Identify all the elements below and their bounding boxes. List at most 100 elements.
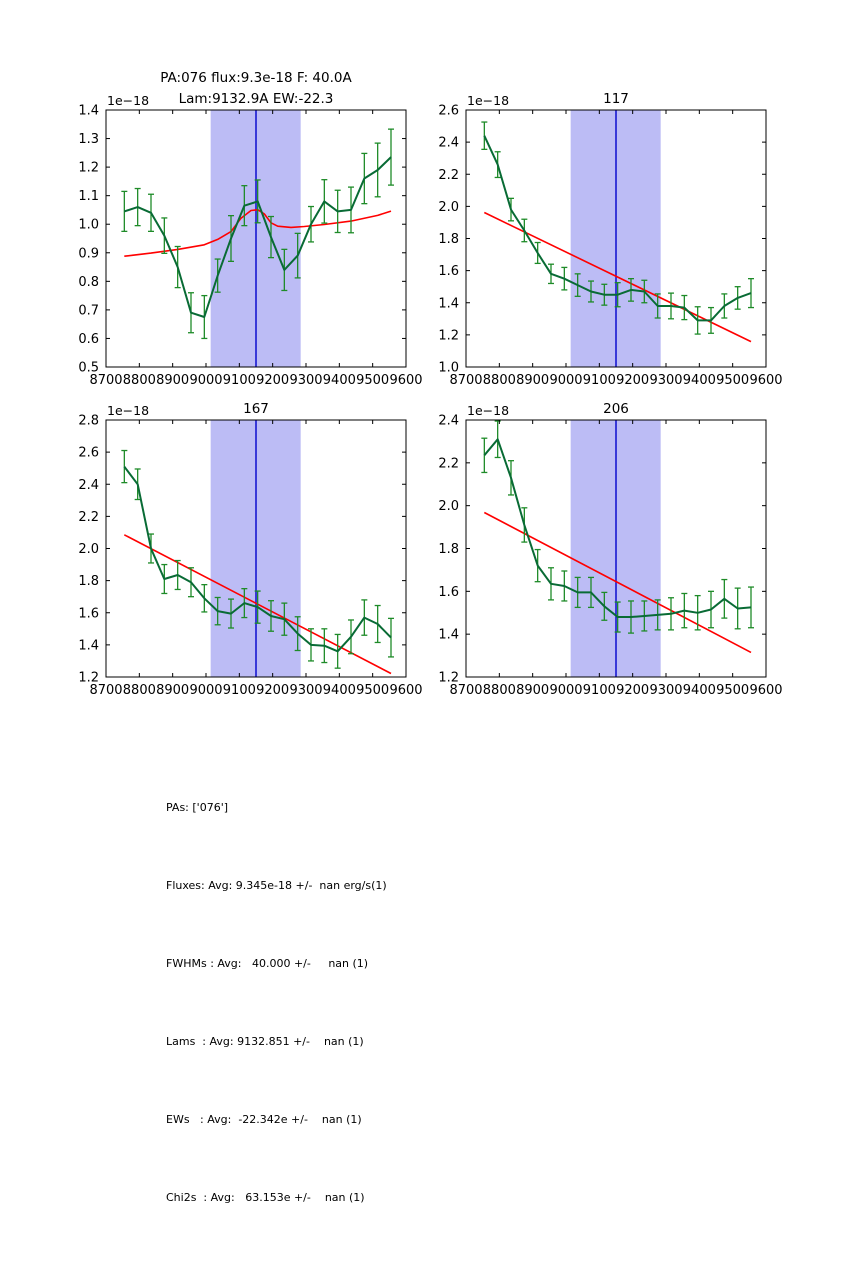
y-tick-label: 1.8 [438,232,459,247]
subplot-206: 8700 8800 8900 9000 9100 9200 9300 9400 9500 9600… [438,401,782,698]
x-tick-label: 9000 [189,683,222,698]
y-tick-label: 1.4 [78,638,99,653]
y-tick-label: 1.8 [78,574,99,589]
y-tick-label: 1.8 [438,542,459,557]
plot-area [481,121,754,343]
x-tick-label: 9200 [616,683,649,698]
x-tick-label: 9100 [223,683,256,698]
y-tick-label: 0.7 [78,303,99,318]
y-tick-label: 2.6 [438,104,459,119]
x-tick-label: 9400 [323,683,356,698]
axis-ticks [105,109,407,368]
x-tick-label: 9400 [323,373,356,388]
x-tick-label: 9500 [356,683,389,698]
y-tick-label: 0.8 [78,275,99,290]
spectrum-line [483,438,752,618]
x-tick-label: 9100 [583,373,616,388]
stats-line-fwhms: FWHMs : Avg: 40.000 +/- nan (1) [166,957,369,970]
y-tick-label: 1.2 [78,161,99,176]
axis-ticks [105,419,407,678]
axis-ticks [465,419,767,678]
figure-page: { "colors": { "band": "#bcbcf5", "center… [78,70,783,1204]
y-tick-label: 1.2 [438,671,459,686]
y-tick-label: 2.4 [438,136,459,151]
subplot-title: Lam:9132.9A EW:-22.3 [179,91,334,107]
x-tick-label: 8900 [156,683,189,698]
x-tick-label: 9200 [616,373,649,388]
x-tick-label: 9500 [716,373,749,388]
x-tick-label: 9100 [583,683,616,698]
x-tick-label: 9200 [256,683,289,698]
stats-block: PAs: ['076'] Fluxes: Avg: 9.345e-18 +/- … [166,743,387,1263]
y-tick-label: 1.2 [438,328,459,343]
axis-offset-label: 1e−18 [467,93,509,108]
axis-offset-label: 1e−18 [107,403,149,418]
stats-line-lams: Lams : Avg: 9132.851 +/- nan (1) [166,1035,364,1048]
x-tick-label: 8800 [483,373,516,388]
subplot-117: 8700 8800 8900 9000 9100 9200 9300 9400 9500 9600… [438,91,782,388]
x-tick-label: 9000 [549,373,582,388]
x-tick-label: 9100 [223,373,256,388]
x-tick-label: 9400 [683,373,716,388]
axes-frame [105,109,407,368]
axis-offset-label: 1e−18 [467,403,509,418]
y-tick-label: 1.4 [78,104,99,119]
plot-area [121,449,394,675]
spectrum-line [123,465,392,653]
x-tick-label: 9000 [189,373,222,388]
axis-tick-labels: 8700 8800 8900 9000 9100 9200 9300 9400 9500 9600… [438,414,782,699]
x-tick-label: 8900 [516,683,549,698]
y-tick-label: 2.0 [438,499,459,514]
y-tick-label: 2.2 [78,510,99,525]
x-tick-label: 8700 [449,683,482,698]
stats-line-chi2s: Chi2s : Avg: 63.153e +/- nan (1) [166,1191,365,1204]
plot-area [481,420,754,654]
x-tick-label: 9500 [716,683,749,698]
y-tick-label: 0.6 [78,332,99,347]
subplot-title: PA:076 flux:9.3e-18 F: 40.0A [160,70,352,86]
y-tick-label: 2.0 [438,200,459,215]
subplot-167: 8700 8800 8900 9000 9100 9200 9300 9400 9500 9600… [78,401,422,698]
x-tick-label: 9400 [683,683,716,698]
x-tick-label: 9600 [389,373,422,388]
x-tick-label: 9500 [356,373,389,388]
subplot-lam-9132-9a-ew-22-3: 8700 8800 8900 9000 9100 9200 9300 9400 9500 9600… [78,70,422,388]
y-tick-label: 1.6 [438,585,459,600]
x-tick-label: 9200 [256,373,289,388]
y-tick-label: 1.0 [78,218,99,233]
plot-area [121,128,394,340]
subplot-title: 206 [603,401,629,417]
spectrum-line [483,135,752,322]
subplot-title: 117 [603,91,629,107]
x-tick-label: 8800 [483,683,516,698]
x-tick-label: 9000 [549,683,582,698]
subplot-grid: 8700 8800 8900 9000 9100 9200 9300 9400 9500 9600… [78,70,782,698]
stats-line-fluxes: Fluxes: Avg: 9.345e-18 +/- nan erg/s(1) [166,879,387,892]
figure-canvas: 8700 8800 8900 9000 9100 9200 9300 9400 9500 9600… [78,70,782,1204]
stats-line-ews: EWs : Avg: -22.342e +/- nan (1) [166,1113,362,1126]
y-tick-label: 2.8 [78,414,99,429]
y-tick-label: 2.0 [78,542,99,557]
x-tick-label: 9300 [289,683,322,698]
y-tick-label: 1.4 [438,296,459,311]
x-tick-label: 9300 [649,683,682,698]
x-tick-label: 8900 [156,373,189,388]
x-tick-label: 8700 [449,373,482,388]
axis-tick-labels: 8700 8800 8900 9000 9100 9200 9300 9400 9500 9600… [78,104,422,389]
stats-line-pas: PAs: ['076'] [166,801,229,814]
spectrum-line [123,156,392,318]
x-tick-label: 8900 [516,373,549,388]
y-tick-label: 0.5 [78,361,99,376]
y-tick-label: 2.6 [78,446,99,461]
x-tick-label: 8700 [89,373,122,388]
x-tick-label: 8800 [123,373,156,388]
x-tick-label: 9600 [389,683,422,698]
y-tick-label: 1.6 [438,264,459,279]
y-tick-label: 1.4 [438,628,459,643]
y-tick-label: 1.3 [78,132,99,147]
x-tick-label: 9600 [749,373,782,388]
y-tick-label: 2.4 [438,414,459,429]
x-tick-label: 9600 [749,683,782,698]
y-tick-label: 1.1 [78,189,99,204]
y-tick-label: 0.9 [78,246,99,261]
